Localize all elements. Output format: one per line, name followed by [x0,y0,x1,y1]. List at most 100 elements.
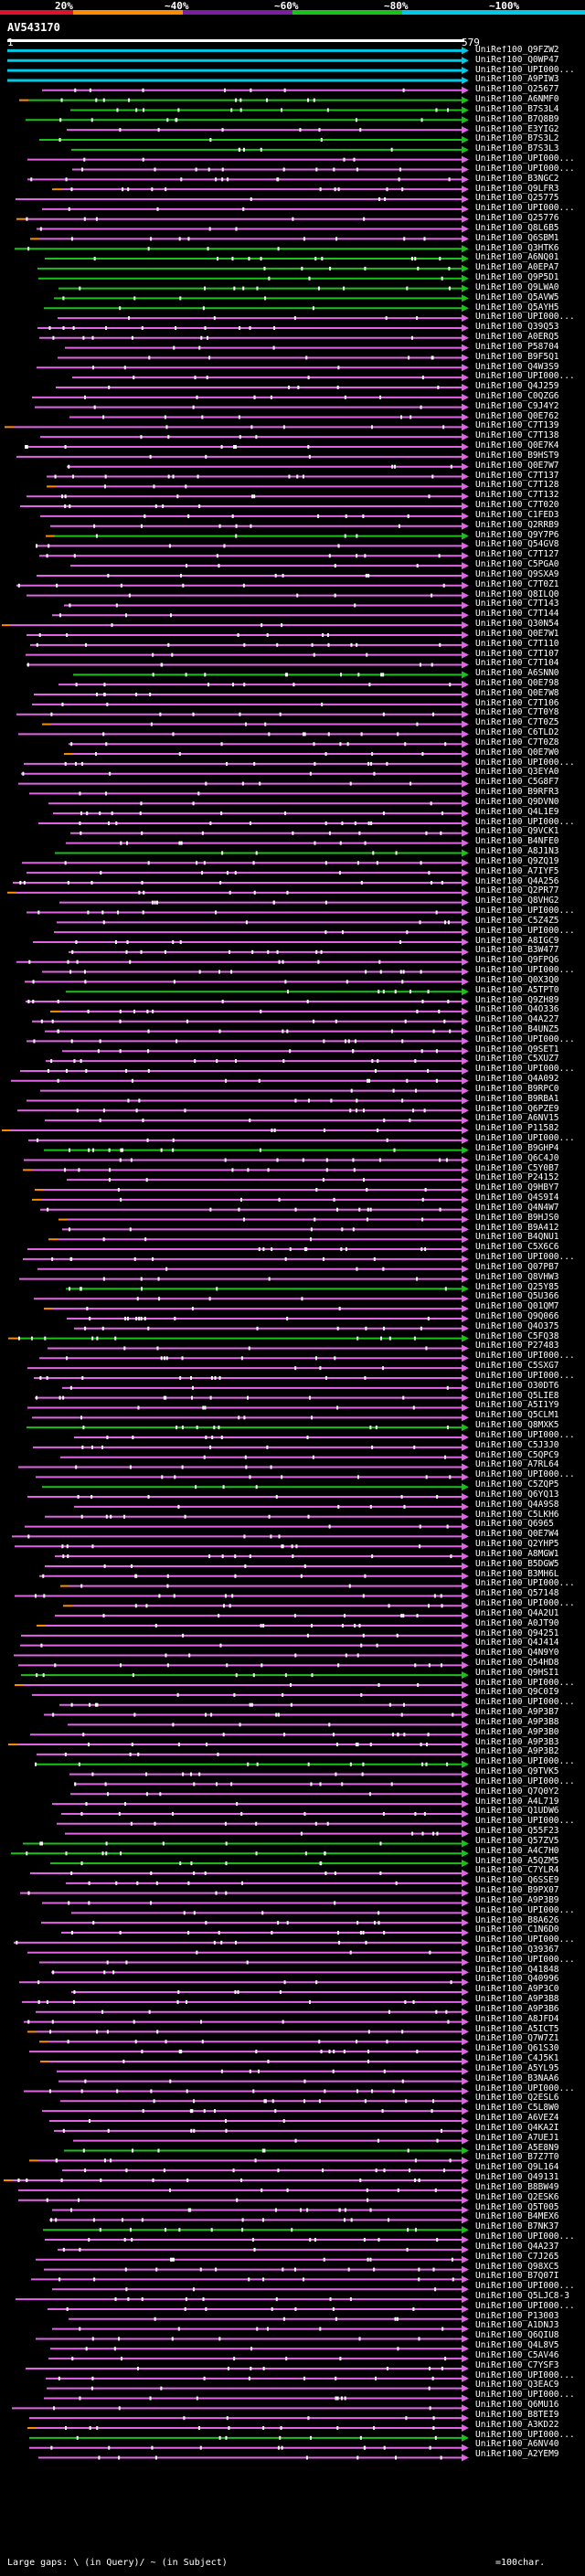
hit-label[interactable]: UniRef100_C5L8W0 [475,2104,559,2114]
hit-label[interactable]: UniRef100_Q3HTK6 [475,243,559,253]
hit-label[interactable]: UniRef100_C7T127 [475,550,559,560]
hit-label[interactable]: UniRef100_Q57ZV5 [475,1836,559,1846]
hit-label[interactable]: UniRef100_Q5CLM1 [475,1411,559,1421]
hit-label[interactable]: UniRef100_UPI000... [475,1776,575,1786]
hit-label[interactable]: UniRef100_Q9Q066 [475,1312,559,1321]
hit-label[interactable]: UniRef100_Q3EAC9 [475,2380,559,2390]
hit-label[interactable]: UniRef100_Q94251 [475,1628,559,1638]
hit-label[interactable]: UniRef100_Q4S9I4 [475,1193,559,1203]
hit-label[interactable]: UniRef100_UPI000... [475,2083,575,2094]
hit-label[interactable]: UniRef100_Q4A237 [475,2242,559,2252]
hit-label[interactable]: UniRef100_UPI000... [475,1371,575,1381]
hit-label[interactable]: UniRef100_A9P3B8 [475,1995,559,2005]
hit-label[interactable]: UniRef100_UPI000... [475,1579,575,1589]
hit-label[interactable]: UniRef100_A9P3B2 [475,1747,559,1757]
hit-label[interactable]: UniRef100_A0JT90 [475,1618,559,1628]
hit-label[interactable]: UniRef100_C7T144 [475,610,559,620]
hit-label[interactable]: UniRef100_Q5T005 [475,2202,559,2212]
hit-label[interactable]: UniRef100_A8MGW1 [475,1549,559,1559]
hit-label[interactable]: UniRef100_Q98XC5 [475,2262,559,2272]
hit-label[interactable]: UniRef100_C7T107 [475,649,559,659]
hit-label[interactable]: UniRef100_Q4A256 [475,876,559,886]
hit-label[interactable]: UniRef100_Q4W3S9 [475,362,559,372]
hit-label[interactable]: UniRef100_A9PIW3 [475,75,559,85]
hit-label[interactable]: UniRef100_UPI000... [475,966,575,976]
hit-label[interactable]: UniRef100_B4MEX6 [475,2212,559,2222]
hit-label[interactable]: UniRef100_Q4KA2I [475,2123,559,2133]
hit-label[interactable]: UniRef100_C7T0Y8 [475,708,559,718]
hit-label[interactable]: UniRef100_Q2ESK6 [475,2192,559,2202]
hit-label[interactable]: UniRef100_P24152 [475,1173,559,1183]
hit-label[interactable]: UniRef100_C7T0Z5 [475,718,559,728]
hit-label[interactable]: UniRef100_C5FQ38 [475,1331,559,1341]
hit-label[interactable]: UniRef100_C7T128 [475,481,559,491]
hit-label[interactable]: UniRef100_Q49131 [475,2173,559,2183]
hit-label[interactable]: UniRef100_UPI000... [475,1935,575,1945]
hit-label[interactable]: UniRef100_C7YLR4 [475,1866,559,1876]
hit-label[interactable]: UniRef100_UPI000... [475,164,575,174]
hit-label[interactable]: UniRef100_A6NV15 [475,1114,559,1124]
hit-label[interactable]: UniRef100_Q5LJC8-3 [475,2291,569,2301]
hit-label[interactable]: UniRef100_B9F5Q1 [475,352,559,362]
hit-label[interactable]: UniRef100_C7T0Z8 [475,737,559,747]
hit-label[interactable]: UniRef100_Q6PZE9 [475,1104,559,1114]
hit-label[interactable]: UniRef100_A9P3B0 [475,1727,559,1737]
hit-label[interactable]: UniRef100_Q2PR77 [475,886,559,896]
hit-label[interactable]: UniRef100_Q6SBM1 [475,233,559,243]
hit-label[interactable]: UniRef100_UPI000... [475,1698,575,1708]
hit-label[interactable]: UniRef100_UPI000... [475,1034,575,1044]
hit-label[interactable]: UniRef100_Q0E762 [475,411,559,421]
hit-label[interactable]: UniRef100_P27483 [475,1341,559,1352]
hit-label[interactable]: UniRef100_C6TLD2 [475,728,559,738]
hit-label[interactable]: UniRef100_C7YSF3 [475,2360,559,2370]
hit-label[interactable]: UniRef100_Q2YHP5 [475,1540,559,1550]
hit-label[interactable]: UniRef100_C5ZQP5 [475,1480,559,1490]
hit-label[interactable]: UniRef100_A9P3C0 [475,1985,559,1995]
hit-label[interactable]: UniRef100_C7T138 [475,431,559,441]
hit-label[interactable]: UniRef100_A5TPT0 [475,985,559,995]
hit-label[interactable]: UniRef100_Q9LFR3 [475,184,559,194]
hit-label[interactable]: UniRef100_P13003 [475,2311,559,2321]
hit-label[interactable]: UniRef100_Q25Y85 [475,1282,559,1292]
hit-label[interactable]: UniRef100_UPI000... [475,1955,575,1965]
hit-label[interactable]: UniRef100_Q39Q53 [475,323,559,333]
hit-label[interactable]: UniRef100_C5SXG7 [475,1362,559,1372]
hit-label[interactable]: UniRef100_B4NFE0 [475,837,559,847]
hit-label[interactable]: UniRef100_C1FED3 [475,510,559,520]
hit-label[interactable]: UniRef100_C7T143 [475,599,559,610]
hit-label[interactable]: UniRef100_A9P3B6 [475,2004,559,2014]
hit-label[interactable]: UniRef100_B9RBA1 [475,1094,559,1104]
hit-label[interactable]: UniRef100_A0ERQ5 [475,333,559,343]
hit-label[interactable]: UniRef100_Q6C4J0 [475,1153,559,1163]
hit-label[interactable]: UniRef100_Q55F23 [475,1827,559,1837]
hit-label[interactable]: UniRef100_A6SNN0 [475,669,559,679]
hit-label[interactable]: UniRef100_Q8VHW3 [475,1272,559,1282]
hit-label[interactable]: UniRef100_C5QPC9 [475,1450,559,1460]
hit-label[interactable]: UniRef100_P11582 [475,1124,559,1134]
hit-label[interactable]: UniRef100_Q57148 [475,1589,559,1599]
hit-label[interactable]: UniRef100_A9P3B8 [475,1717,559,1727]
hit-label[interactable]: UniRef100_C7J265 [475,2252,559,2262]
hit-label[interactable]: UniRef100_UPI000... [475,1430,575,1440]
hit-label[interactable]: UniRef100_A7UEJ1 [475,2133,559,2143]
hit-label[interactable]: UniRef100_Q25776 [475,214,559,224]
hit-label[interactable]: UniRef100_UPI000... [475,2430,575,2440]
hit-label[interactable]: UniRef100_Q4A227 [475,1015,559,1025]
hit-label[interactable]: UniRef100_Q5AYH5 [475,302,559,313]
hit-label[interactable]: UniRef100_B7NK37 [475,2222,559,2232]
hit-label[interactable]: UniRef100_C9J4Y2 [475,401,559,411]
hit-label[interactable]: UniRef100_UPI000... [475,2370,575,2380]
hit-label[interactable]: UniRef100_UPI000... [475,758,575,768]
hit-label[interactable]: UniRef100_C4J5K1 [475,2054,559,2064]
hit-label[interactable]: UniRef100_Q4N4W7 [475,1203,559,1213]
hit-label[interactable]: UniRef100_B4QNU1 [475,1233,559,1243]
hit-label[interactable]: UniRef100_A6NMF0 [475,95,559,105]
hit-label[interactable]: UniRef100_Q4A9S8 [475,1500,559,1510]
hit-label[interactable]: UniRef100_C7T0Z1 [475,579,559,589]
hit-label[interactable]: UniRef100_B4UNZ5 [475,1024,559,1034]
hit-label[interactable]: UniRef100_Q4N9Y0 [475,1648,559,1659]
hit-label[interactable]: UniRef100_Q25775 [475,194,559,204]
hit-label[interactable]: UniRef100_Q9FZW2 [475,46,559,55]
hit-label[interactable]: UniRef100_A8JFD4 [475,2014,559,2024]
hit-label[interactable]: UniRef100_Q0E7W7 [475,461,559,471]
